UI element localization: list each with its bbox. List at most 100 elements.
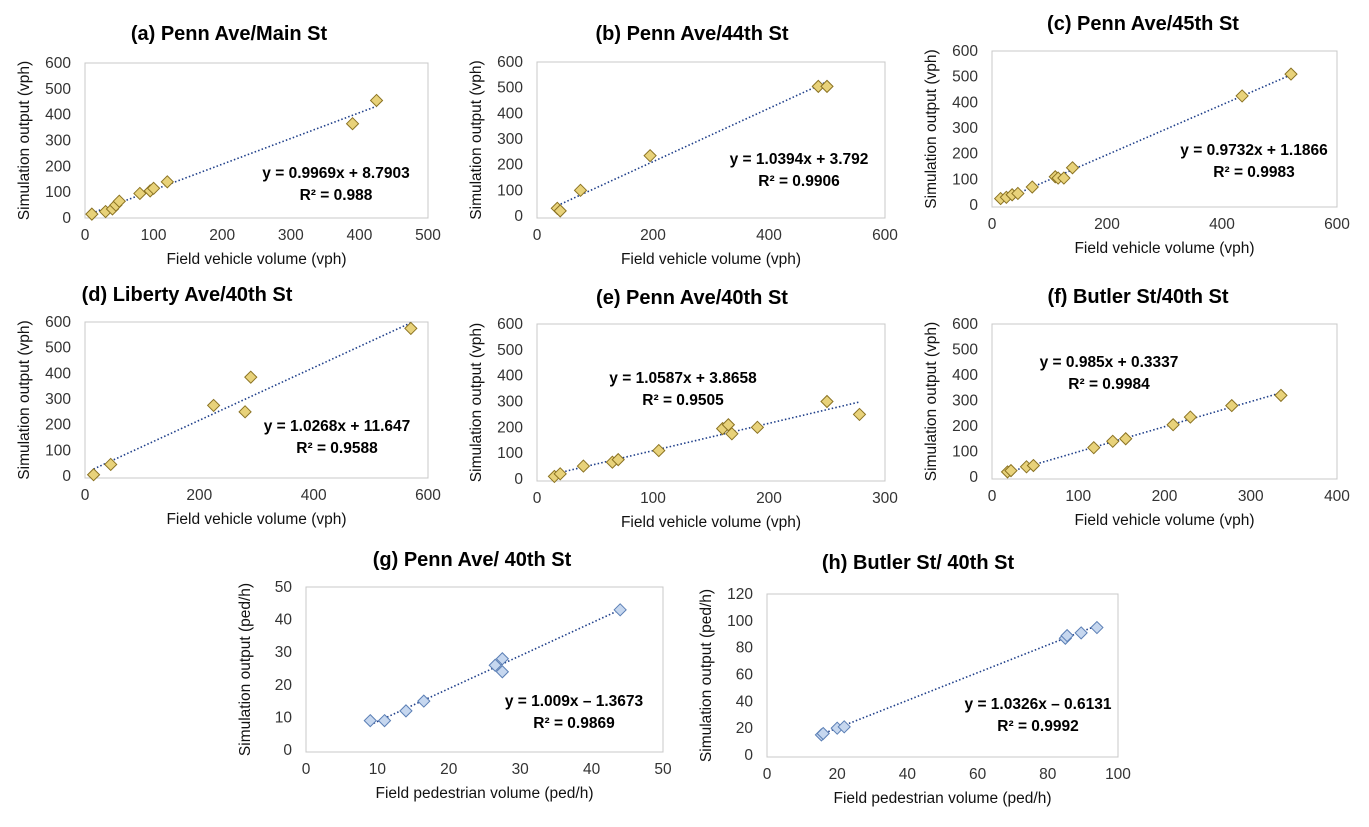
data-point	[404, 321, 418, 336]
y-tick-label: 200	[45, 417, 71, 434]
x-axis-label: Field vehicle volume (vph)	[621, 514, 801, 531]
data-point	[488, 658, 502, 672]
x-tick-label: 200	[756, 490, 782, 507]
y-axis-label: Simulation output (vph)	[16, 320, 33, 479]
data-point	[837, 720, 851, 734]
plot-frame	[84, 62, 429, 219]
data-point	[643, 148, 657, 163]
x-axis-label: Field vehicle volume (vph)	[166, 251, 346, 268]
data-point	[112, 194, 127, 208]
trend-equation: y = 1.0587x + 3.8658	[609, 370, 757, 387]
y-tick-label: 80	[736, 640, 754, 657]
chart-panel-h: (h) Butler St/ 40th St 0 20 40 60 80 100 0 20 40 6…	[698, 552, 1131, 807]
x-tick-label: 500	[415, 227, 441, 244]
y-tick-label: 200	[497, 157, 523, 174]
data-point	[238, 405, 252, 419]
x-tick-label: 600	[872, 227, 898, 244]
data-point	[104, 457, 118, 472]
y-tick-label: 400	[952, 94, 978, 111]
chart-panel-b: (b) Penn Ave/44th St 0 200 400 600 0 100 200 300…	[468, 23, 898, 268]
y-tick-label: 300	[497, 394, 523, 411]
y-tick-label: 100	[497, 182, 523, 199]
y-tick-label: 100	[952, 444, 978, 461]
x-tick-label: 0	[533, 490, 542, 507]
x-tick-label: 20	[440, 761, 458, 778]
trend-equation: y = 1.009x – 1.3673	[505, 693, 644, 710]
y-tick-label: 100	[497, 445, 523, 462]
r-squared: R² = 0.9869	[533, 715, 615, 732]
trend-equation: y = 1.0326x – 0.6131	[965, 696, 1112, 713]
trend-equation: y = 0.9732x + 1.1866	[1180, 142, 1328, 159]
data-point	[652, 443, 666, 458]
y-tick-label: 0	[744, 747, 753, 764]
y-tick-label: 0	[62, 210, 71, 227]
data-point	[244, 370, 258, 384]
y-tick-label: 40	[275, 612, 293, 629]
y-tick-label: 500	[952, 342, 978, 359]
x-tick-label: 600	[415, 487, 441, 504]
y-tick-label: 300	[45, 133, 71, 150]
y-tick-label: 600	[497, 316, 523, 333]
r-squared: R² = 0.9588	[296, 440, 378, 457]
chart-panel-g: (g) Penn Ave/ 40th St 0 10 20 30 40 50 0 10 20 30 4…	[237, 549, 672, 802]
plot-frame	[991, 323, 1338, 480]
x-tick-label: 200	[1094, 216, 1120, 233]
y-tick-label: 100	[952, 171, 978, 188]
y-tick-label: 400	[952, 367, 978, 384]
y-tick-label: 300	[952, 120, 978, 137]
y-tick-label: 10	[275, 709, 293, 726]
data-point	[86, 468, 101, 482]
data-point	[553, 204, 567, 218]
r-squared: R² = 0.9984	[1068, 376, 1150, 393]
y-tick-label: 30	[275, 644, 293, 661]
chart-title: (b) Penn Ave/44th St	[596, 23, 789, 45]
x-tick-label: 200	[640, 227, 666, 244]
data-point	[1074, 626, 1088, 640]
plot-frame	[305, 586, 664, 753]
y-tick-label: 20	[736, 720, 754, 737]
x-tick-label: 100	[141, 227, 167, 244]
data-point	[1225, 398, 1239, 413]
x-tick-label: 0	[988, 488, 997, 505]
x-tick-label: 60	[969, 766, 987, 783]
data-point	[573, 183, 588, 198]
y-tick-label: 600	[497, 54, 523, 71]
data-point	[85, 207, 99, 221]
x-axis-label: Field vehicle volume (vph)	[166, 511, 346, 528]
data-point	[1284, 67, 1298, 81]
chart-panel-c: (c) Penn Ave/45th St 0 200 400 600 0 100 200 300…	[923, 13, 1350, 257]
y-tick-label: 120	[727, 586, 753, 603]
y-tick-label: 200	[952, 418, 978, 435]
x-tick-label: 100	[1065, 488, 1091, 505]
trendline	[554, 401, 860, 475]
r-squared: R² = 0.9983	[1213, 164, 1295, 181]
data-point	[160, 175, 175, 189]
y-tick-label: 300	[952, 393, 978, 410]
x-tick-label: 200	[209, 227, 235, 244]
y-axis-label: Simulation output (vph)	[923, 49, 940, 208]
data-point	[1166, 418, 1180, 432]
chart-title: (f) Butler St/40th St	[1047, 286, 1228, 308]
y-axis-label: Simulation output (vph)	[468, 323, 485, 482]
chart-title: (e) Penn Ave/40th St	[596, 287, 788, 309]
y-tick-label: 200	[497, 419, 523, 436]
x-tick-label: 300	[1238, 488, 1264, 505]
x-tick-label: 600	[1324, 216, 1350, 233]
y-tick-label: 40	[736, 693, 754, 710]
chart-panel-a: (a) Penn Ave/Main St 0 100 200 300 400 500 0 100…	[16, 23, 441, 268]
x-tick-label: 10	[369, 761, 387, 778]
data-point	[369, 93, 384, 108]
trendline	[1000, 74, 1292, 202]
data-point	[613, 603, 627, 617]
y-tick-label: 0	[514, 208, 523, 225]
y-tick-label: 0	[283, 742, 292, 759]
x-tick-label: 400	[346, 227, 372, 244]
data-point	[399, 704, 413, 718]
x-tick-label: 400	[756, 227, 782, 244]
chart-panel-e: (e) Penn Ave/40th St 0 100 200 300 0 100 200 300…	[468, 287, 898, 531]
y-axis-label: Simulation output (vph)	[923, 322, 940, 481]
data-point	[146, 181, 161, 195]
trend-equation: y = 0.985x + 0.3337	[1040, 354, 1179, 371]
x-tick-label: 0	[81, 487, 90, 504]
